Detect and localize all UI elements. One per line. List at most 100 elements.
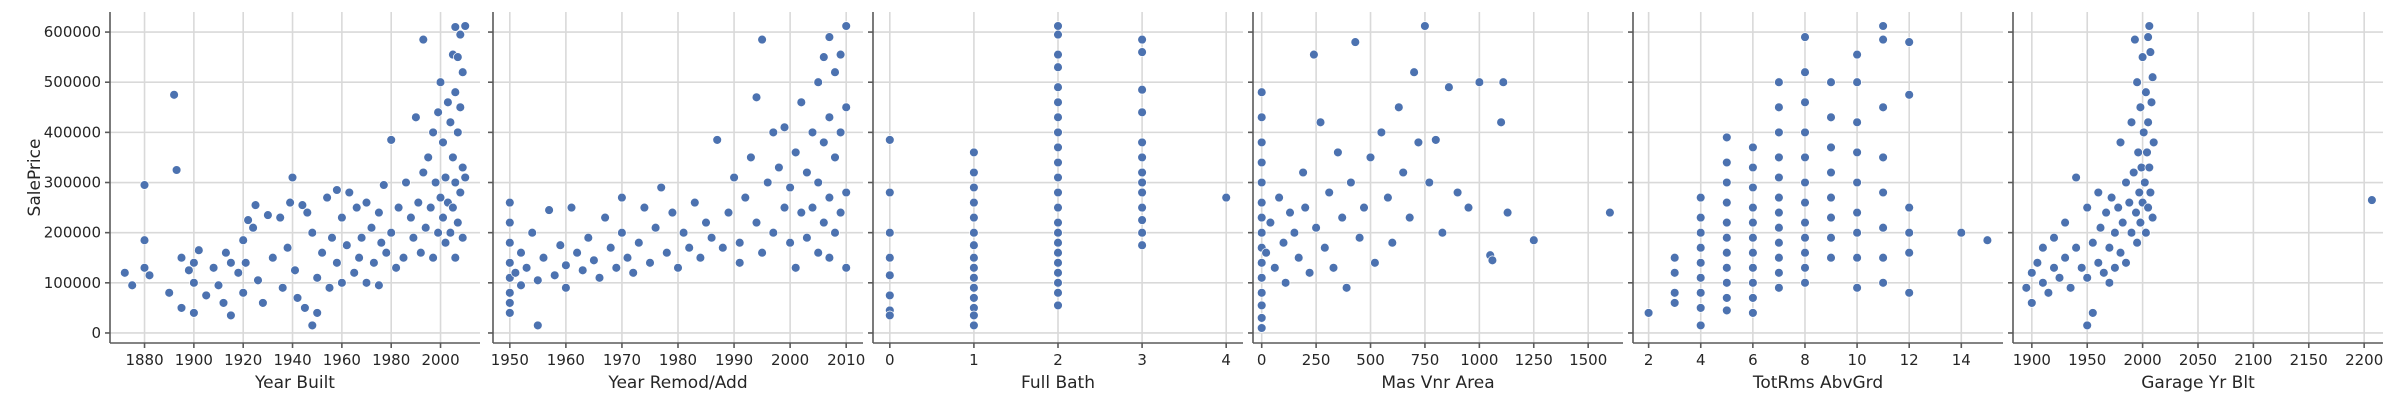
data-point: [1826, 112, 1836, 123]
data-point: [2147, 212, 2158, 223]
data-point: [1376, 127, 1387, 138]
data-point: [268, 252, 278, 263]
data-point: [2076, 263, 2087, 273]
data-point: [1496, 117, 1506, 128]
data-point: [757, 34, 767, 45]
data-point: [411, 112, 421, 123]
data-point: [2126, 117, 2137, 128]
data-point: [2121, 258, 2131, 268]
data-point: [1256, 177, 1267, 188]
data-point: [2027, 268, 2037, 278]
data-point: [169, 90, 179, 100]
data-point: [1643, 308, 1654, 318]
data-point: [605, 242, 616, 253]
data-point: [1722, 278, 1732, 288]
data-point: [969, 240, 979, 250]
data-point: [282, 242, 293, 253]
data-point: [1722, 247, 1732, 258]
data-point: [1878, 34, 1888, 45]
data-point: [430, 177, 441, 188]
y-tick-label: 0: [91, 324, 101, 342]
data-point: [1800, 32, 1810, 42]
data-point: [2049, 232, 2059, 243]
y-tick-label: 600000: [44, 23, 101, 41]
data-point: [1878, 21, 1888, 31]
data-point: [841, 102, 851, 113]
x-axis-label: Year Remod/Add: [607, 373, 747, 393]
x-tick-label: 500: [1356, 351, 1385, 369]
data-point: [835, 49, 846, 60]
x-tick-label: 1940: [273, 351, 311, 369]
data-point: [2082, 273, 2092, 283]
data-point: [393, 202, 404, 213]
data-point: [1053, 49, 1063, 60]
data-point: [366, 222, 377, 233]
data-point: [533, 275, 543, 286]
data-point: [312, 273, 322, 283]
data-point: [2138, 127, 2149, 138]
data-point: [226, 310, 236, 321]
data-point: [835, 127, 846, 138]
data-point: [1748, 278, 1758, 288]
data-point: [2110, 227, 2120, 238]
data-point: [354, 252, 364, 263]
data-point: [690, 197, 700, 208]
data-point: [386, 135, 396, 145]
data-point: [1774, 252, 1784, 263]
data-point: [1774, 102, 1784, 113]
data-point: [1256, 137, 1267, 148]
data-point: [1137, 227, 1147, 238]
data-point: [1256, 87, 1267, 97]
data-point: [1404, 212, 1415, 223]
data-point: [2043, 288, 2054, 298]
x-tick-label: 250: [1302, 351, 1331, 369]
data-point: [184, 265, 194, 276]
data-point: [969, 283, 979, 293]
data-point: [440, 237, 451, 248]
data-point: [639, 202, 650, 213]
data-point: [332, 185, 342, 195]
data-point: [2027, 298, 2037, 308]
data-point: [1424, 177, 1435, 188]
x-tick-label: 8: [1800, 351, 1810, 369]
scatter-panel: 1880 1900 1920 1940 1960 1980 2000 Year Built 0 1…: [44, 12, 480, 393]
data-point: [566, 202, 577, 213]
data-point: [386, 227, 396, 238]
data-point: [2144, 162, 2155, 173]
data-point: [221, 247, 231, 258]
data-point: [379, 180, 389, 190]
data-point: [445, 117, 456, 128]
data-point: [785, 237, 795, 248]
data-point: [450, 87, 461, 97]
x-tick-label: 1000: [1460, 351, 1498, 369]
data-point: [1605, 207, 1615, 218]
data-point: [176, 252, 187, 263]
data-point: [1053, 278, 1063, 288]
data-point: [1053, 97, 1063, 108]
data-point: [443, 97, 453, 108]
data-point: [290, 265, 300, 276]
data-point: [561, 283, 571, 293]
data-point: [233, 268, 244, 278]
data-point: [2065, 283, 2076, 293]
data-point: [1800, 197, 1810, 208]
data-point: [1298, 167, 1308, 178]
data-point: [1289, 227, 1300, 238]
data-point: [2132, 77, 2142, 87]
data-point: [1394, 102, 1404, 113]
data-point: [1256, 323, 1267, 333]
data-point: [594, 273, 605, 283]
data-point: [785, 182, 795, 193]
data-point: [1826, 212, 1836, 223]
data-point: [1053, 300, 1063, 311]
data-point: [1852, 77, 1862, 87]
y-axis-label: SalePrice: [25, 139, 45, 217]
data-point: [2071, 172, 2081, 183]
data-point: [544, 205, 554, 215]
data-point: [2038, 278, 2048, 288]
data-point: [1904, 288, 1914, 298]
x-tick-label: 2150: [2290, 351, 2328, 369]
data-point: [2060, 252, 2070, 263]
data-point: [1904, 90, 1914, 100]
